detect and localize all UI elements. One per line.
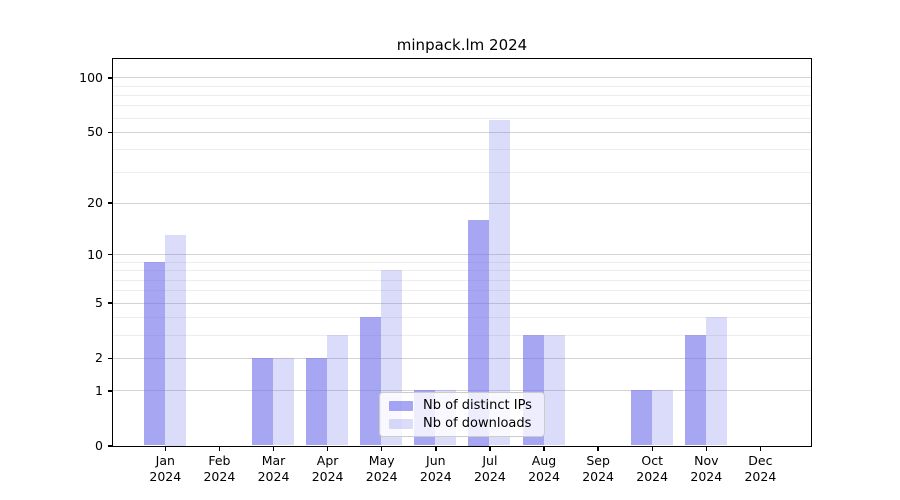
- bar-downloads-nov: [705, 317, 727, 446]
- minor-gridline: [112, 149, 811, 151]
- bar-downloads-mar: [273, 357, 294, 446]
- x-tick-mark: [651, 446, 653, 451]
- legend-label-downloads: Nb of downloads: [423, 416, 532, 431]
- y-tick-label: 10: [87, 246, 103, 262]
- y-tick-mark: [108, 253, 113, 256]
- x-tick-mark: [705, 446, 707, 451]
- x-tick-mark: [272, 446, 275, 451]
- y-tick-label: 0: [95, 438, 103, 453]
- bar-distinct-ips-nov: [684, 334, 706, 446]
- major-gridline: [112, 254, 811, 256]
- legend-item-downloads: Nb of downloads: [389, 416, 532, 431]
- minor-gridline: [112, 317, 811, 319]
- x-tick-label-mar: Mar 2024: [257, 453, 290, 484]
- x-tick-label-nov: Nov 2024: [690, 453, 723, 484]
- major-gridline: [112, 357, 811, 359]
- x-tick-mark: [435, 446, 437, 451]
- chart-title: minpack.lm 2024: [396, 36, 528, 54]
- bar-distinct-ips-jan: [143, 261, 165, 446]
- y-tick-mark: [108, 390, 113, 392]
- minor-gridline: [112, 105, 811, 107]
- y-tick-label: 5: [95, 295, 103, 311]
- major-gridline: [112, 302, 811, 304]
- y-tick-mark: [108, 445, 113, 447]
- bar-distinct-ips-apr: [306, 357, 328, 446]
- x-tick-mark: [597, 446, 599, 451]
- x-tick-mark: [759, 446, 762, 451]
- bar-downloads-jan: [164, 235, 186, 446]
- legend-swatch-downloads: [389, 418, 413, 429]
- legend-label-distinct-ips: Nb of distinct IPs: [423, 398, 532, 413]
- y-tick-label: 50: [87, 124, 103, 140]
- y-tick-mark: [108, 131, 113, 134]
- bar-downloads-oct: [651, 390, 673, 446]
- x-tick-mark: [326, 446, 329, 451]
- major-gridline: [112, 202, 811, 204]
- y-tick-label: 20: [87, 195, 103, 211]
- x-tick-label-aug: Aug 2024: [528, 453, 560, 484]
- minor-gridline: [112, 94, 811, 96]
- x-tick-mark: [380, 446, 383, 451]
- x-tick-mark: [489, 446, 491, 451]
- x-tick-label-feb: Feb 2024: [203, 453, 236, 484]
- x-tick-label-oct: Oct 2024: [636, 453, 669, 484]
- minor-gridline: [112, 279, 811, 281]
- plot-area: [111, 57, 812, 447]
- minor-gridline: [112, 85, 811, 87]
- bar-downloads-apr: [327, 334, 349, 446]
- minor-gridline: [112, 117, 811, 119]
- x-tick-mark: [543, 446, 545, 451]
- minor-gridline: [112, 171, 811, 173]
- y-tick-label: 2: [95, 350, 103, 366]
- y-tick-mark: [108, 202, 113, 204]
- minor-gridline: [112, 334, 811, 336]
- legend-swatch-distinct-ips: [389, 400, 413, 411]
- y-tick-mark: [108, 302, 113, 304]
- x-tick-label-jul: Jul 2024: [473, 453, 506, 484]
- x-tick-label-jun: Jun 2024: [419, 453, 452, 484]
- x-tick-label-sep: Sep 2024: [582, 453, 614, 484]
- y-tick-mark: [108, 357, 113, 360]
- y-tick-label: 100: [79, 69, 103, 85]
- major-gridline: [112, 77, 811, 79]
- x-tick-label-jan: Jan 2024: [149, 453, 182, 484]
- x-tick-mark: [164, 446, 167, 451]
- y-tick-mark: [108, 77, 113, 79]
- minor-gridline: [112, 270, 811, 272]
- minor-gridline: [112, 261, 811, 263]
- bar-downloads-aug: [543, 334, 565, 446]
- major-gridline: [112, 390, 811, 392]
- major-gridline: [112, 131, 811, 133]
- minor-gridline: [112, 290, 811, 292]
- bar-distinct-ips-jul: [468, 219, 490, 446]
- bar-distinct-ips-may: [360, 317, 382, 446]
- x-tick-mark: [218, 446, 221, 451]
- bar-downloads-jul: [489, 120, 511, 446]
- bar-distinct-ips-mar: [252, 357, 273, 446]
- bar-distinct-ips-oct: [630, 390, 652, 446]
- x-tick-label-dec: Dec 2024: [744, 453, 777, 484]
- legend-item-distinct-ips: Nb of distinct IPs: [389, 398, 532, 413]
- x-tick-label-apr: Apr 2024: [311, 453, 344, 484]
- legend: Nb of distinct IPs Nb of downloads: [379, 392, 545, 437]
- x-tick-label-may: May 2024: [365, 453, 398, 484]
- y-tick-label: 1: [95, 382, 103, 398]
